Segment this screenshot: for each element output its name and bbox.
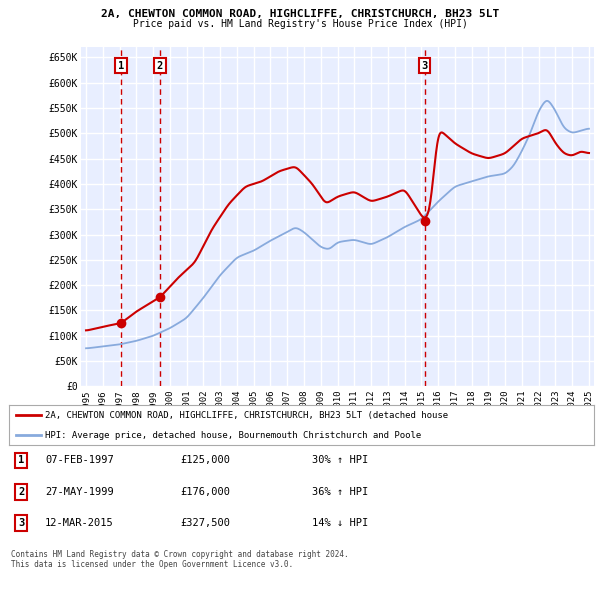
Text: Contains HM Land Registry data © Crown copyright and database right 2024.
This d: Contains HM Land Registry data © Crown c… [11, 550, 349, 569]
Text: £176,000: £176,000 [180, 487, 230, 497]
Text: 3: 3 [18, 518, 24, 528]
Text: 2A, CHEWTON COMMON ROAD, HIGHCLIFFE, CHRISTCHURCH, BH23 5LT: 2A, CHEWTON COMMON ROAD, HIGHCLIFFE, CHR… [101, 9, 499, 19]
Text: 12-MAR-2015: 12-MAR-2015 [45, 518, 114, 528]
Text: 14% ↓ HPI: 14% ↓ HPI [312, 518, 368, 528]
Text: Price paid vs. HM Land Registry's House Price Index (HPI): Price paid vs. HM Land Registry's House … [133, 19, 467, 30]
Text: HPI: Average price, detached house, Bournemouth Christchurch and Poole: HPI: Average price, detached house, Bour… [45, 431, 422, 440]
Text: £125,000: £125,000 [180, 455, 230, 466]
Text: £327,500: £327,500 [180, 518, 230, 528]
Text: 2A, CHEWTON COMMON ROAD, HIGHCLIFFE, CHRISTCHURCH, BH23 5LT (detached house: 2A, CHEWTON COMMON ROAD, HIGHCLIFFE, CHR… [45, 411, 448, 420]
Text: 1: 1 [18, 455, 24, 466]
Text: 30% ↑ HPI: 30% ↑ HPI [312, 455, 368, 466]
Text: 07-FEB-1997: 07-FEB-1997 [45, 455, 114, 466]
Text: 2: 2 [157, 61, 163, 71]
Text: 1: 1 [118, 61, 124, 71]
Text: 36% ↑ HPI: 36% ↑ HPI [312, 487, 368, 497]
Text: 27-MAY-1999: 27-MAY-1999 [45, 487, 114, 497]
Text: 2: 2 [18, 487, 24, 497]
Text: 3: 3 [421, 61, 428, 71]
